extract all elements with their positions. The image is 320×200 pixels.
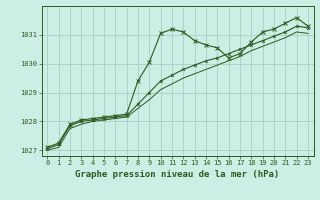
X-axis label: Graphe pression niveau de la mer (hPa): Graphe pression niveau de la mer (hPa) bbox=[76, 170, 280, 179]
